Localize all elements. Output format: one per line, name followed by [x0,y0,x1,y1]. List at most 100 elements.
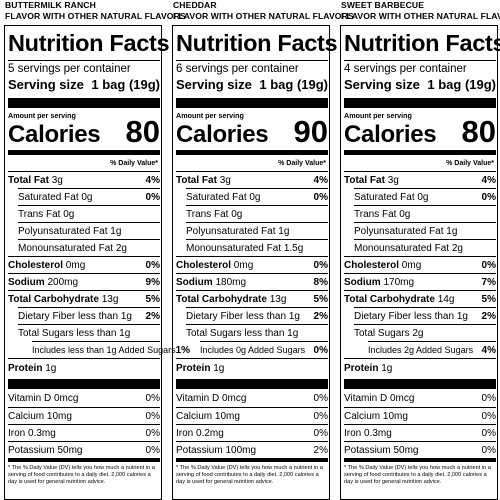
vitamin-d-row: Vitamin D 0mcg 0% [344,390,496,407]
daily-value: 0% [145,191,160,203]
nutrient-label: Calcium 10mg [344,410,408,422]
protein-row: Protein 1g [8,358,160,377]
thick-divider [8,98,160,108]
daily-value: 0% [313,427,328,439]
flavor-description: FLAVOR WITH OTHER NATURAL FLAVORS [341,10,500,21]
calories-label: Calories [176,121,269,148]
nutrient-label: Total Sugars less than 1g [186,327,299,339]
daily-value: 4% [145,174,160,186]
cholesterol-row: Cholesterol 0mg 0% [176,256,328,273]
trans-fat-row: Trans Fat 0g [18,205,160,222]
daily-value: 2% [145,310,160,322]
nutrient-label: Sodium [176,276,213,288]
nutrient-label: Potassium 50mg [8,444,83,456]
daily-value: 4% [313,174,328,186]
sodium-row: Sodium 200mg 9% [8,273,160,290]
nutrition-facts-label: Nutrition Facts 6 servings per container… [172,25,338,500]
dietary-fiber-row: Dietary Fiber less than 1g 2% [354,307,496,324]
daily-value: 0% [481,427,496,439]
nutrient-label: Includes 2g Added Sugars [368,345,474,355]
nutrient-label: Vitamin D 0mcg [8,393,79,404]
total-sugars-row: Total Sugars 2g [354,324,496,341]
potassium-row: Potassium 50mg 0% [344,441,496,458]
label-title: Nutrition Facts [176,30,338,56]
daily-value: 2% [313,444,328,456]
calories-value: 80 [125,114,160,149]
potassium-row: Potassium 100mg 2% [176,441,328,458]
nutrient-label: Dietary Fiber less than 1g [186,310,300,322]
nutrient-label: Polyunsaturated Fat 1g [18,225,122,237]
nutrient-label: Calcium 10mg [176,410,240,422]
daily-value: 2% [313,310,328,322]
cholesterol-row: Cholesterol 0mg 0% [8,256,160,273]
flavor-name: SWEET BARBECUE [341,0,425,10]
footnote: * The % Daily Value (DV) tells you how m… [8,465,155,485]
daily-value: 0% [145,410,160,422]
nutrient-label: Total Carbohydrate [8,293,99,305]
nutrient-label: Iron 0.2mg [176,427,224,439]
iron-row: Iron 0.2mg 0% [176,424,328,441]
nutrient-label: Iron 0.3mg [8,427,56,439]
calories-value: 90 [293,114,328,149]
nutrient-label: Total Carbohydrate [344,293,435,305]
saturated-fat-row: Saturated Fat 0g 0% [186,188,328,205]
nutrient-label: Potassium 100mg [176,444,257,456]
nutrient-label: Potassium 50mg [344,444,419,456]
nutrient-amount: 0mg [233,259,254,271]
medium-divider [8,458,160,462]
nutrient-label: Total Fat [176,174,217,186]
divider [176,60,328,61]
serving-size-value: 1 bag (19g) [427,77,496,92]
nutrient-label: Iron 0.3mg [344,427,392,439]
daily-value: 7% [481,276,496,288]
monounsaturated-fat-row: Monounsaturated Fat 2g [354,239,496,256]
total-sugars-row: Total Sugars less than 1g [186,324,328,341]
nutrient-label: Sodium [8,276,45,288]
protein-row: Protein 1g [176,358,328,377]
potassium-row: Potassium 50mg 0% [8,441,160,458]
thick-divider [176,379,328,389]
nutrient-amount: 1g [381,362,393,374]
servings-per-container: 5 servings per container [8,63,131,75]
flavor-description: FLAVOR WITH OTHER NATURAL FLAVORS [5,10,186,21]
flavor-name: CHEDDAR [173,0,217,10]
footnote: * The % Daily Value (DV) tells you how m… [344,465,491,485]
calories-row: Calories 80 [8,114,160,149]
nutrition-panel: CHEDDAR FLAVOR WITH OTHER NATURAL FLAVOR… [172,0,354,500]
nutrient-label: Saturated Fat [18,191,79,203]
thick-divider [8,379,160,389]
cholesterol-row: Cholesterol 0mg 0% [344,256,496,273]
medium-divider [344,458,496,462]
medium-divider [344,150,496,155]
nutrient-amount: 14g [437,293,455,305]
amount-per-serving: Amount per serving [176,111,244,120]
flavor-name: BUTTERMILK RANCH [5,0,96,10]
nutrient-label: Protein [176,362,211,374]
nutrient-label: Dietary Fiber less than 1g [354,310,468,322]
daily-value: 0% [313,259,328,271]
added-sugars-row: Includes less than 1g Added Sugars 1% [32,341,190,358]
total-carbohydrate-row: Total Carbohydrate 13g 5% [176,290,328,307]
total-sugars-row: Total Sugars less than 1g [18,324,160,341]
saturated-fat-row: Saturated Fat 0g 0% [354,188,496,205]
nutrient-amount: 3g [387,174,399,186]
nutrient-label: Dietary Fiber less than 1g [18,310,132,322]
nutrient-label: Trans Fat 0g [186,208,243,220]
daily-value: 0% [145,427,160,439]
nutrient-label: Cholesterol [8,259,64,271]
calcium-row: Calcium 10mg 0% [8,407,160,424]
dietary-fiber-row: Dietary Fiber less than 1g 2% [18,307,160,324]
daily-value: 0% [313,191,328,203]
serving-size: Serving size 1 bag (19g) [176,77,328,92]
protein-row: Protein 1g [344,358,496,377]
serving-size-label: Serving size [344,77,420,92]
trans-fat-row: Trans Fat 0g [354,205,496,222]
flavor-heading: BUTTERMILK RANCH FLAVOR WITH OTHER NATUR… [4,0,186,23]
nutrient-label: Trans Fat 0g [18,208,75,220]
vitamin-d-row: Vitamin D 0mcg 0% [176,390,328,407]
nutrient-label: Total Sugars 2g [354,327,424,339]
serving-size-value: 1 bag (19g) [91,77,160,92]
daily-value: 8% [313,276,328,288]
daily-value-header: % Daily Value* [446,160,494,167]
sodium-row: Sodium 180mg 8% [176,273,328,290]
